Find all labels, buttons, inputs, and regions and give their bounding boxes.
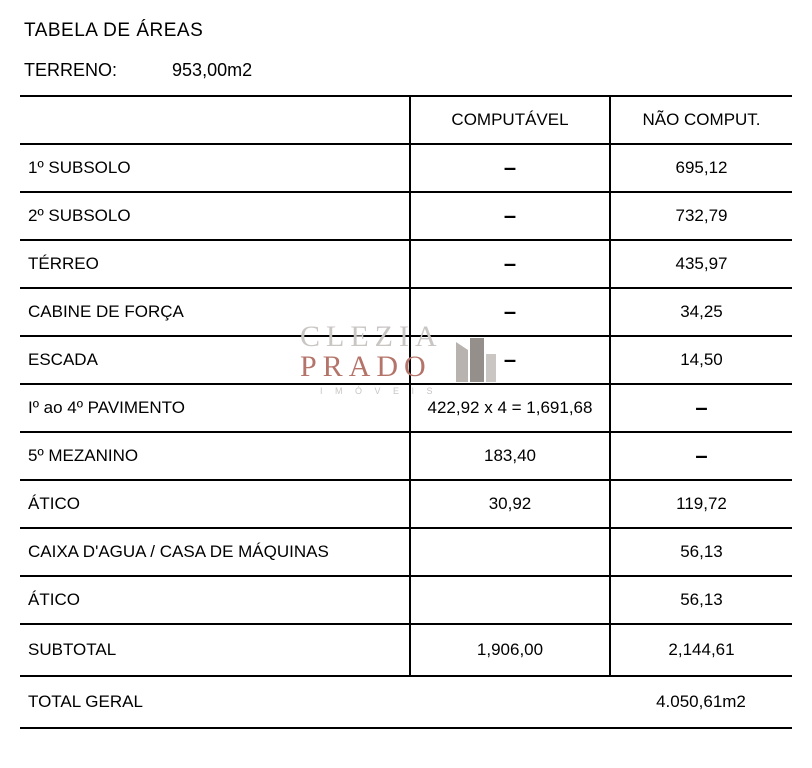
table-row: 1º SUBSOLO – 695,12 xyxy=(20,144,792,192)
row-comp: – xyxy=(410,192,610,240)
subtotal-label: SUBTOTAL xyxy=(20,624,410,676)
row-label: 5º MEZANINO xyxy=(20,432,410,480)
row-label: 2º SUBSOLO xyxy=(20,192,410,240)
row-label: 1º SUBSOLO xyxy=(20,144,410,192)
col-header-nao-comput: NÃO COMPUT. xyxy=(610,96,792,144)
table-row: 5º MEZANINO 183,40 – xyxy=(20,432,792,480)
row-comp: 30,92 xyxy=(410,480,610,528)
row-ncomp: – xyxy=(610,432,792,480)
page-title: TABELA DE ÁREAS xyxy=(20,20,792,42)
subtotal-row: SUBTOTAL 1,906,00 2,144,61 xyxy=(20,624,792,676)
row-label: CABINE DE FORÇA xyxy=(20,288,410,336)
table-row: ESCADA – 14,50 xyxy=(20,336,792,384)
table-header-row: COMPUTÁVEL NÃO COMPUT. xyxy=(20,96,792,144)
table-row: Iº ao 4º PAVIMENTO 422,92 x 4 = 1,691,68… xyxy=(20,384,792,432)
row-comp xyxy=(410,576,610,624)
row-ncomp: 56,13 xyxy=(610,576,792,624)
row-ncomp: 14,50 xyxy=(610,336,792,384)
col-header-computavel: COMPUTÁVEL xyxy=(410,96,610,144)
row-ncomp: 732,79 xyxy=(610,192,792,240)
col-header-empty xyxy=(20,96,410,144)
table-row: CAIXA D'AGUA / CASA DE MÁQUINAS 56,13 xyxy=(20,528,792,576)
areas-table: COMPUTÁVEL NÃO COMPUT. 1º SUBSOLO – 695,… xyxy=(20,95,792,729)
row-ncomp: 119,72 xyxy=(610,480,792,528)
subtotal-comp: 1,906,00 xyxy=(410,624,610,676)
row-label: ÁTICO xyxy=(20,576,410,624)
row-label: TÉRREO xyxy=(20,240,410,288)
row-comp: – xyxy=(410,288,610,336)
table-row: ÁTICO 56,13 xyxy=(20,576,792,624)
total-comp xyxy=(410,676,610,728)
row-ncomp: 695,12 xyxy=(610,144,792,192)
areas-sheet: TABELA DE ÁREAS TERRENO: 953,00m2 COMPUT… xyxy=(0,0,812,729)
row-comp xyxy=(410,528,610,576)
subtotal-ncomp: 2,144,61 xyxy=(610,624,792,676)
terreno-label: TERRENO: xyxy=(24,60,117,81)
table-row: 2º SUBSOLO – 732,79 xyxy=(20,192,792,240)
row-ncomp: – xyxy=(610,384,792,432)
row-label: Iº ao 4º PAVIMENTO xyxy=(20,384,410,432)
row-label: CAIXA D'AGUA / CASA DE MÁQUINAS xyxy=(20,528,410,576)
row-comp: 183,40 xyxy=(410,432,610,480)
total-label: TOTAL GERAL xyxy=(20,676,410,728)
row-ncomp: 56,13 xyxy=(610,528,792,576)
terreno-value: 953,00m2 xyxy=(172,60,252,80)
row-ncomp: 435,97 xyxy=(610,240,792,288)
total-ncomp: 4.050,61m2 xyxy=(610,676,792,728)
row-comp: 422,92 x 4 = 1,691,68 xyxy=(410,384,610,432)
row-label: ESCADA xyxy=(20,336,410,384)
table-row: TÉRREO – 435,97 xyxy=(20,240,792,288)
table-row: CABINE DE FORÇA – 34,25 xyxy=(20,288,792,336)
row-label: ÁTICO xyxy=(20,480,410,528)
row-comp: – xyxy=(410,144,610,192)
row-ncomp: 34,25 xyxy=(610,288,792,336)
row-comp: – xyxy=(410,240,610,288)
table-row: ÁTICO 30,92 119,72 xyxy=(20,480,792,528)
total-row: TOTAL GERAL 4.050,61m2 xyxy=(20,676,792,728)
row-comp: – xyxy=(410,336,610,384)
terreno-line: TERRENO: 953,00m2 xyxy=(20,60,792,81)
